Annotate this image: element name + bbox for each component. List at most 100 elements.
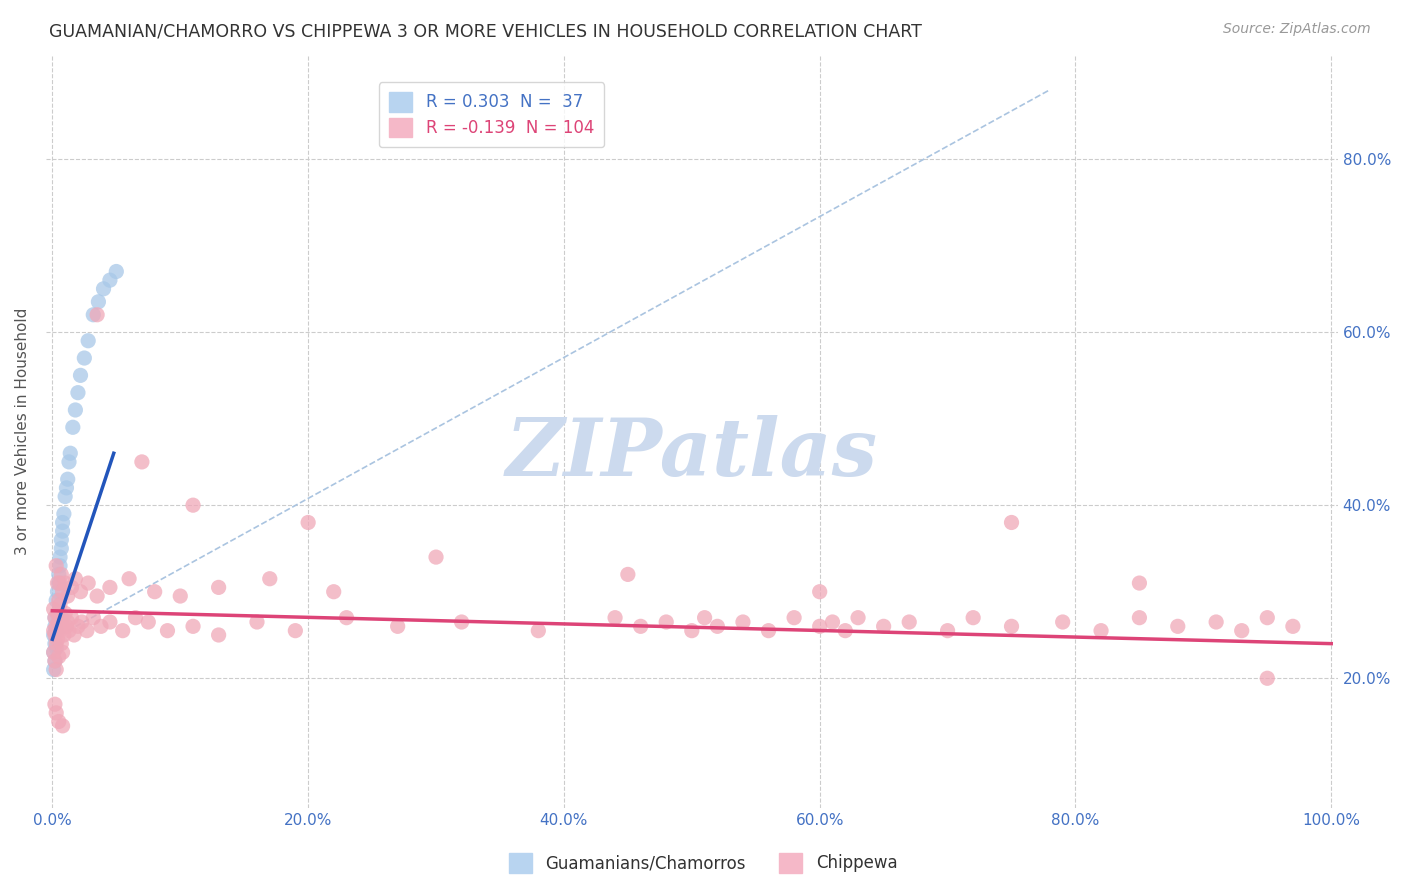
Point: [49, 558, 72, 573]
Point: [53, 607, 76, 621]
Point: [46, 632, 69, 647]
Point: [69, 368, 91, 383]
Point: [1256, 671, 1278, 685]
Point: [58, 624, 80, 638]
Text: ZIPatlas: ZIPatlas: [506, 416, 877, 493]
Point: [821, 615, 844, 629]
Point: [65, 572, 87, 586]
Point: [872, 619, 894, 633]
Text: Source: ZipAtlas.com: Source: ZipAtlas.com: [1223, 22, 1371, 37]
Point: [44, 610, 66, 624]
Point: [1052, 615, 1074, 629]
Point: [49, 624, 72, 638]
Point: [655, 615, 678, 629]
Point: [56, 615, 79, 629]
Point: [48, 567, 70, 582]
Point: [136, 615, 159, 629]
Point: [77, 576, 100, 591]
Point: [45, 640, 67, 655]
Point: [52, 645, 75, 659]
Point: [124, 610, 146, 624]
Point: [52, 619, 75, 633]
Point: [98, 581, 121, 595]
Point: [706, 619, 728, 633]
Point: [52, 507, 75, 521]
Point: [42, 624, 65, 638]
Point: [181, 498, 204, 512]
Point: [1128, 576, 1150, 591]
Point: [936, 624, 959, 638]
Point: [693, 610, 716, 624]
Point: [42, 628, 65, 642]
Y-axis label: 3 or more Vehicles in Household: 3 or more Vehicles in Household: [15, 308, 30, 556]
Point: [49, 550, 72, 565]
Point: [48, 714, 70, 729]
Point: [118, 572, 141, 586]
Point: [143, 584, 166, 599]
Point: [1167, 619, 1189, 633]
Point: [98, 273, 121, 287]
Point: [52, 719, 75, 733]
Point: [51, 637, 73, 651]
Point: [898, 615, 921, 629]
Point: [48, 615, 70, 629]
Point: [46, 576, 69, 591]
Point: [1090, 624, 1112, 638]
Point: [335, 610, 357, 624]
Point: [44, 637, 66, 651]
Point: [45, 619, 67, 633]
Point: [425, 550, 447, 565]
Point: [87, 294, 110, 309]
Point: [527, 624, 550, 638]
Point: [259, 572, 281, 586]
Point: [59, 446, 82, 460]
Point: [49, 598, 72, 612]
Point: [387, 619, 409, 633]
Point: [48, 593, 70, 607]
Point: [56, 472, 79, 486]
Point: [44, 697, 66, 711]
Point: [246, 615, 269, 629]
Point: [60, 610, 83, 624]
Point: [207, 628, 229, 642]
Point: [44, 628, 66, 642]
Point: [49, 576, 72, 591]
Point: [105, 264, 128, 278]
Point: [52, 628, 75, 642]
Point: [63, 628, 86, 642]
Point: [82, 308, 104, 322]
Point: [731, 615, 754, 629]
Point: [46, 607, 69, 621]
Point: [51, 533, 73, 547]
Point: [51, 567, 73, 582]
Point: [86, 589, 108, 603]
Point: [808, 619, 831, 633]
Point: [45, 558, 67, 573]
Point: [603, 610, 626, 624]
Point: [44, 654, 66, 668]
Point: [77, 334, 100, 348]
Point: [450, 615, 472, 629]
Point: [322, 584, 344, 599]
Point: [58, 455, 80, 469]
Point: [52, 516, 75, 530]
Point: [52, 584, 75, 599]
Point: [53, 576, 76, 591]
Point: [46, 584, 69, 599]
Point: [48, 576, 70, 591]
Point: [45, 593, 67, 607]
Point: [48, 649, 70, 664]
Point: [65, 403, 87, 417]
Point: [73, 351, 96, 365]
Point: [55, 619, 77, 633]
Point: [962, 610, 984, 624]
Point: [93, 282, 115, 296]
Point: [45, 637, 67, 651]
Point: [1000, 516, 1022, 530]
Point: [82, 610, 104, 624]
Point: [55, 481, 77, 495]
Point: [297, 516, 319, 530]
Point: [42, 645, 65, 659]
Point: [42, 602, 65, 616]
Point: [1205, 615, 1227, 629]
